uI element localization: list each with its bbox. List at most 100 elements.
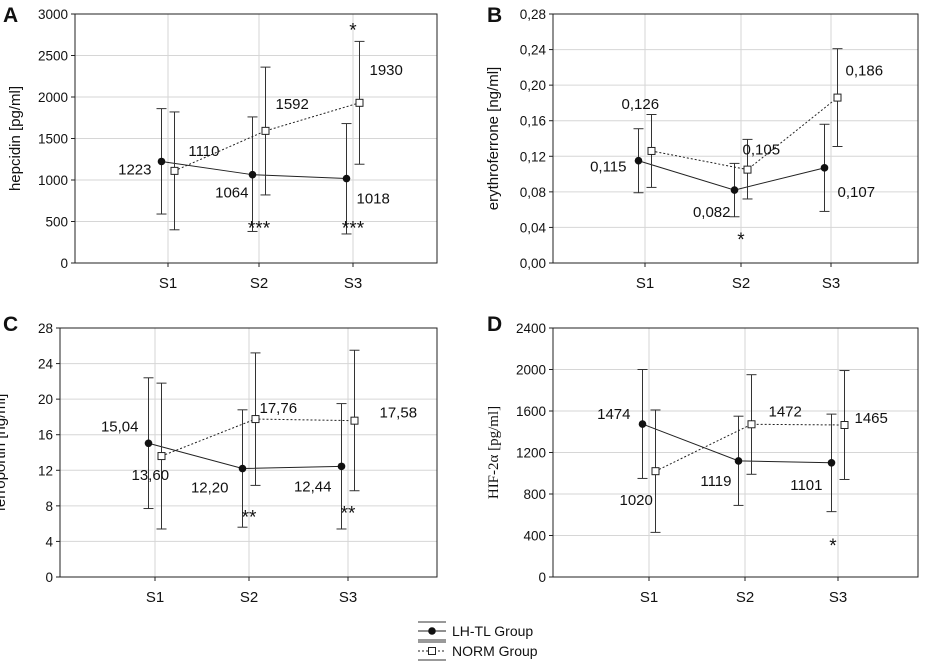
y-tick-label: 400 <box>523 529 546 544</box>
data-point <box>638 420 647 428</box>
data-label: 12,20 <box>191 480 229 497</box>
x-tick-label: S1 <box>640 589 658 606</box>
panel-letter-a: A <box>3 4 18 27</box>
data-point <box>730 186 739 194</box>
series-lh-tl: 1223 1064 1018 <box>118 108 390 235</box>
data-point <box>734 457 743 465</box>
y-tick-label: 20 <box>38 392 53 407</box>
series-norm: 1020 1472 1465 <box>620 370 888 533</box>
y-tick-label: 1000 <box>38 173 68 188</box>
y-tick-label: 12 <box>38 463 53 478</box>
x-tick-label: S3 <box>339 589 357 606</box>
significance-marker: *** <box>342 219 365 240</box>
plot-frame <box>552 13 919 264</box>
y-axis-label: hepcidin [pg/ml] <box>7 86 24 191</box>
data-point <box>840 421 849 430</box>
legend-marker <box>428 627 436 635</box>
data-point <box>337 462 346 471</box>
panel-d: D 0 400 800 1200 1600 2000 2400 S1 S2 S3 HIF-2α [pg… <box>486 313 919 606</box>
data-label: 1020 <box>620 492 653 509</box>
series-lh-tl: 0,115 0,082 0,107 <box>590 123 875 221</box>
data-point <box>827 458 836 467</box>
series-lh-tl: 15,04 12,20 12,44 <box>101 377 347 530</box>
data-point <box>355 98 364 107</box>
panel-b: B 0,00 0,04 0,08 0,12 0,16 0,20 0,24 0,28 S1 S2 S3 e… <box>485 4 919 292</box>
y-tick-label: 0,12 <box>520 149 546 164</box>
x-tick-label: S2 <box>250 275 268 292</box>
data-point <box>747 420 756 429</box>
panel-a: A 0 500 1000 1500 2000 2500 3000 S1 S2 S3 hepcidin … <box>3 4 438 292</box>
data-point <box>651 467 660 476</box>
y-tick-label: 2500 <box>38 49 68 64</box>
x-tick-label: S2 <box>732 275 750 292</box>
y-tick-label: 8 <box>45 499 53 514</box>
y-axis-label: erythroferrone [ng/ml] <box>485 67 502 210</box>
y-tick-label: 0,08 <box>520 185 546 200</box>
y-tick-label: 0,28 <box>520 7 546 22</box>
series-line <box>161 418 355 457</box>
series-line <box>651 97 838 171</box>
data-point <box>170 166 179 175</box>
data-label: 17,58 <box>380 405 418 422</box>
data-point <box>261 126 270 135</box>
significance-marker: * <box>349 20 357 41</box>
data-label: 0,126 <box>622 96 660 113</box>
series-line <box>638 160 825 191</box>
data-label: 1110 <box>188 143 219 160</box>
panel-letter-b: B <box>487 4 502 27</box>
panel-letter-c: C <box>3 313 18 336</box>
y-tick-label: 24 <box>38 357 54 372</box>
data-point <box>820 164 829 172</box>
y-tick-label: 500 <box>45 215 68 230</box>
data-label: 1018 <box>357 191 390 208</box>
x-tick-label: S1 <box>146 589 164 606</box>
data-point <box>157 452 166 461</box>
y-tick-label: 1200 <box>516 446 546 461</box>
series-norm: 13,60 17,76 17,58 <box>132 349 418 530</box>
x-tick-label: S3 <box>344 275 362 292</box>
series-line <box>148 442 342 470</box>
y-tick-label: 0,20 <box>520 78 546 93</box>
data-point <box>350 416 359 425</box>
y-tick-label: 0,04 <box>520 220 547 235</box>
data-label: 1223 <box>118 161 151 178</box>
data-point <box>238 464 247 473</box>
y-tick-label: 1500 <box>38 132 68 147</box>
y-tick-label: 0 <box>60 256 68 271</box>
data-label: 1472 <box>769 403 802 420</box>
data-label: 1474 <box>597 406 630 423</box>
significance-marker: * <box>737 230 745 251</box>
x-tick-label: S1 <box>636 275 654 292</box>
y-tick-label: 2000 <box>516 363 546 378</box>
legend-label: LH-TL Group <box>452 623 533 639</box>
panel-c: C 0 4 8 12 16 20 24 28 S1 S2 S3 ferroportin [ng/ml] 1… <box>0 313 438 606</box>
series-line <box>655 423 845 472</box>
data-label: 1101 <box>790 477 822 494</box>
data-point <box>248 170 257 179</box>
data-point <box>743 165 752 174</box>
data-label: 1119 <box>700 473 731 490</box>
significance-marker: ** <box>242 508 257 529</box>
data-label: 0,186 <box>846 63 884 80</box>
y-tick-label: 800 <box>523 487 546 502</box>
data-label: 1930 <box>370 62 403 79</box>
data-label: 0,105 <box>743 142 781 159</box>
y-tick-label: 3000 <box>38 7 68 22</box>
legend: LH-TL Group NORM Group <box>418 621 538 661</box>
data-label: 1465 <box>855 410 888 427</box>
data-label: 1592 <box>276 96 309 113</box>
significance-marker: ** <box>341 503 356 524</box>
data-label: 13,60 <box>132 467 170 484</box>
series-norm: 0,126 0,105 0,186 <box>622 48 884 200</box>
data-label: 0,082 <box>693 204 731 221</box>
y-tick-label: 4 <box>45 534 53 549</box>
x-tick-label: S1 <box>159 275 177 292</box>
y-tick-label: 1600 <box>516 404 546 419</box>
data-label: 0,115 <box>590 159 626 176</box>
data-label: 17,76 <box>260 400 298 417</box>
legend-label: NORM Group <box>452 643 538 659</box>
x-tick-label: S2 <box>736 589 754 606</box>
data-point <box>342 174 351 183</box>
y-tick-label: 28 <box>38 321 53 336</box>
